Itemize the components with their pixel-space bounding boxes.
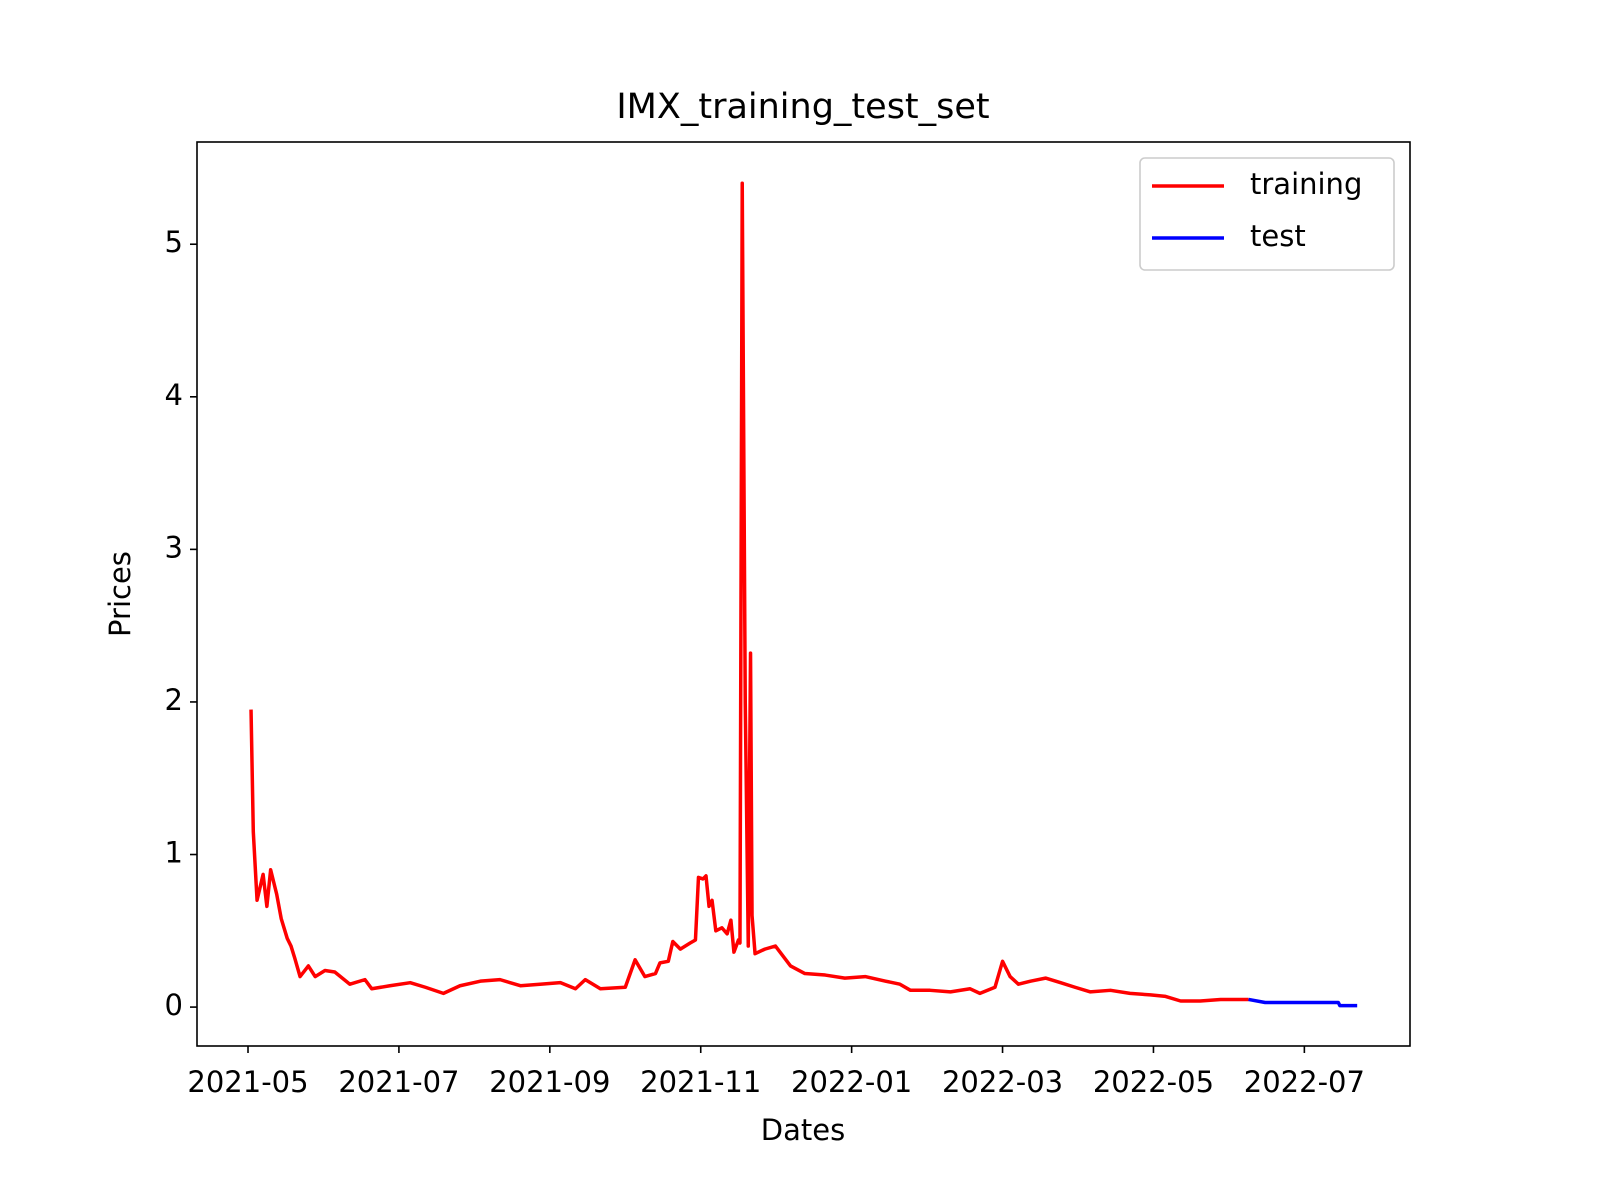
- x-tick-label: 2022-07: [1244, 1065, 1365, 1099]
- x-tick-label: 2021-09: [489, 1065, 610, 1099]
- y-tick-label: 5: [165, 225, 183, 259]
- chart-title: IMX_training_test_set: [616, 87, 989, 127]
- line-series: [1248, 997, 1358, 1008]
- y-tick-label: 2: [165, 683, 183, 717]
- y-tick-label: 3: [165, 530, 183, 564]
- x-tick-label: 2022-05: [1093, 1065, 1214, 1099]
- x-axis-label: Dates: [761, 1113, 845, 1147]
- x-tick-label: 2021-05: [187, 1065, 308, 1099]
- y-tick-label: 1: [165, 836, 183, 870]
- x-tick-label: 2022-01: [791, 1065, 912, 1099]
- line-series: [249, 181, 1249, 1003]
- y-axis-label: Prices: [103, 551, 137, 637]
- legend-label: test: [1250, 219, 1306, 253]
- x-tick-label: 2021-07: [338, 1065, 459, 1099]
- legend-label: training: [1250, 167, 1362, 201]
- plot-frame: [196, 141, 1411, 1047]
- y-tick-label: 0: [165, 988, 183, 1022]
- x-tick-label: 2022-03: [942, 1065, 1063, 1099]
- y-tick-label: 4: [165, 378, 183, 412]
- x-tick-label: 2021-11: [640, 1065, 761, 1099]
